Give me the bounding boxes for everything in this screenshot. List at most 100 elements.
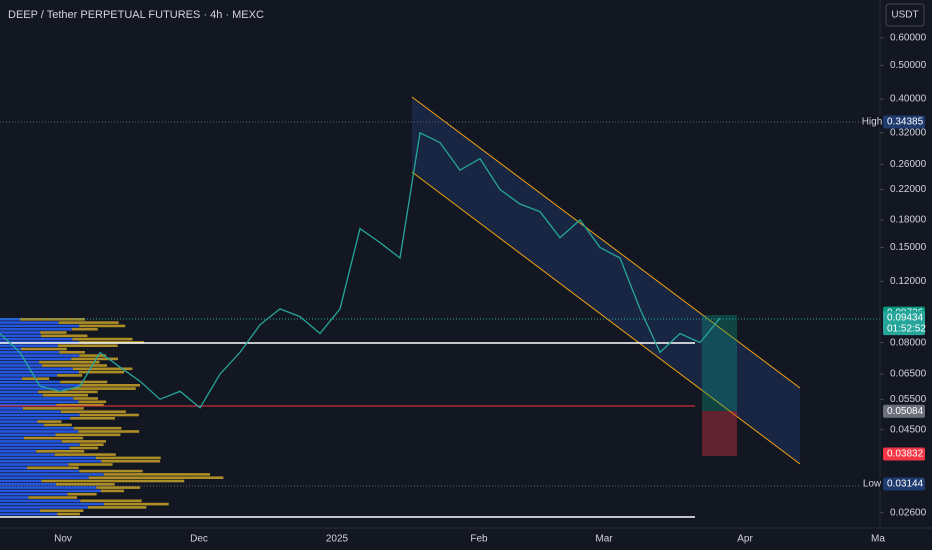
price-badge	[883, 311, 925, 336]
profile-bar	[0, 393, 43, 397]
profile-bar	[38, 390, 98, 394]
price-line-series	[0, 131, 721, 409]
profile-bar	[0, 327, 72, 331]
profile-bar	[0, 492, 68, 496]
profile-bar	[0, 321, 59, 324]
price-badge	[883, 115, 925, 129]
countdown: 01:52:52	[887, 323, 926, 334]
profile-bar	[41, 479, 185, 483]
profile-bar	[101, 459, 161, 463]
profile-bar	[40, 331, 67, 334]
price-badge	[883, 447, 925, 461]
profile-bar	[0, 377, 23, 380]
profile-bar	[0, 456, 96, 460]
profile-bar	[0, 450, 37, 453]
profile-bar	[72, 367, 133, 371]
profile-bar	[0, 351, 60, 354]
profile-bar	[55, 483, 115, 486]
profile-bar	[37, 420, 62, 423]
price-tick-label: 0.50000	[890, 60, 927, 71]
price-badge	[883, 477, 925, 491]
profile-bar	[57, 374, 83, 377]
profile-bar	[79, 469, 143, 473]
profile-bar	[0, 509, 41, 512]
profile-bar	[70, 387, 136, 390]
profile-bar	[0, 318, 20, 321]
currency-button[interactable]	[885, 3, 925, 27]
profile-bar	[0, 360, 40, 364]
profile-bar	[0, 374, 58, 377]
profile-bar	[0, 410, 61, 413]
profile-bar	[103, 502, 169, 506]
profile-bar	[27, 466, 79, 470]
profile-bar	[60, 410, 126, 413]
profile-bar	[0, 486, 97, 489]
price-badge-label: 0.03144	[887, 479, 924, 490]
profile-bar	[59, 351, 85, 354]
profile-bar	[100, 489, 124, 493]
profile-bar	[0, 370, 79, 374]
profile-bar	[55, 433, 121, 437]
currency-label[interactable]: USDT	[891, 10, 918, 21]
profile-bar	[21, 347, 67, 351]
price-tick-label: 0.22000	[890, 184, 927, 195]
profile-bar	[0, 354, 80, 357]
profile-bar	[0, 506, 88, 509]
profile-bar	[0, 476, 89, 479]
profile-bar	[0, 512, 58, 516]
profile-bar	[0, 466, 28, 470]
profile-bar	[61, 440, 107, 443]
target-zone	[702, 315, 737, 411]
price-tick-label: 0.05500	[890, 394, 927, 405]
price-badge-label: 0.34385	[887, 117, 924, 128]
profile-bar	[80, 499, 142, 503]
profile-bar	[79, 413, 139, 417]
profile-bar	[36, 450, 85, 453]
profile-bar	[79, 384, 140, 387]
profile-bar	[0, 380, 61, 384]
price-badge-label: 0.05084	[887, 406, 924, 417]
channel-upper	[411, 96, 801, 389]
profile-bar	[103, 473, 211, 476]
profile-bar	[87, 506, 147, 509]
profile-bar	[0, 324, 80, 328]
time-label: Nov	[54, 534, 72, 545]
profile-bar	[0, 433, 56, 437]
profile-bar	[0, 473, 104, 476]
profile-bar	[0, 420, 38, 423]
profile-bar	[96, 486, 141, 489]
profile-bar	[0, 479, 42, 483]
time-label: Ma	[871, 534, 885, 545]
profile-bar	[42, 393, 89, 397]
profile-bar	[0, 403, 57, 407]
profile-bar	[78, 430, 140, 433]
profile-bar	[0, 423, 44, 427]
profile-bar	[0, 397, 74, 400]
profile-bar	[70, 417, 115, 420]
profile-bar	[73, 426, 122, 430]
profile-bar	[0, 502, 104, 506]
profile-bar	[0, 463, 69, 466]
profile-bar	[60, 380, 108, 384]
price-tick-label: 0.60000	[890, 32, 927, 43]
profile-bar	[0, 417, 71, 420]
profile-bar	[20, 318, 85, 321]
price-badge-label: 0.09434	[887, 312, 924, 323]
price-tick-label: 0.02600	[890, 507, 927, 518]
channel-fill	[412, 97, 800, 464]
badge-tag	[861, 477, 883, 491]
profile-bar	[0, 337, 73, 341]
price-badge-label: 0.03832	[887, 449, 924, 460]
price-tick-label: 0.04500	[890, 424, 927, 435]
price-tick-label: 0.26000	[890, 159, 927, 170]
profile-bar	[0, 331, 41, 334]
profile-bar	[57, 344, 118, 347]
profile-bar	[79, 443, 104, 446]
profile-bar	[71, 327, 98, 331]
profile-bar	[67, 492, 97, 496]
profile-bar	[78, 370, 125, 374]
profile-bar	[88, 476, 224, 479]
profile-bar	[0, 390, 39, 394]
profile-bar	[0, 413, 80, 417]
